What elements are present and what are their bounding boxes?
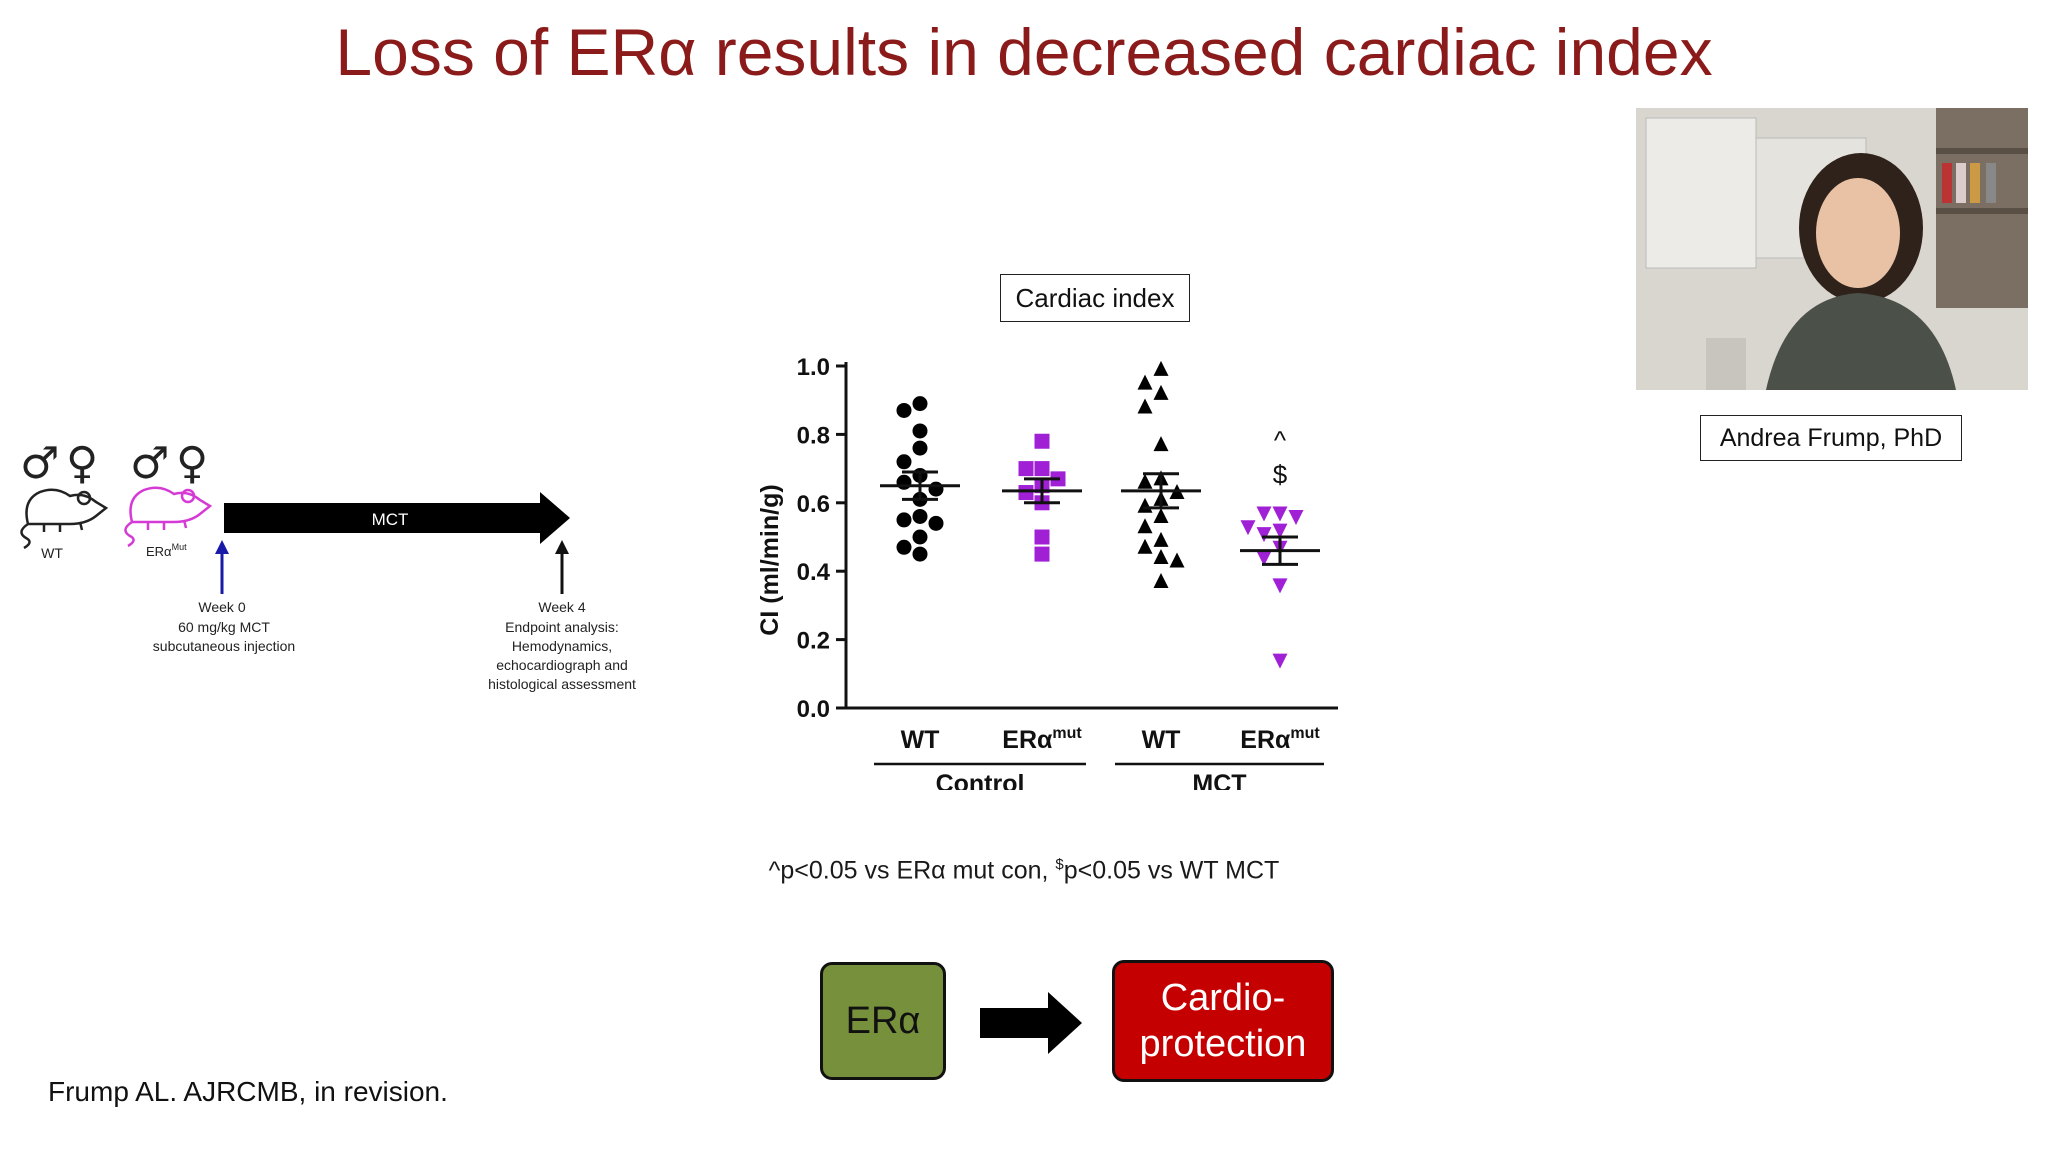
era-box: ERα: [820, 962, 946, 1080]
week4-arrowhead: [555, 540, 569, 554]
data-point-triangle-down: [1288, 509, 1304, 525]
footnote-part-2: p<0.05 vs WT MCT: [1063, 856, 1280, 885]
data-point-triangle-up: [1137, 473, 1153, 489]
flow-arrow-icon: [980, 992, 1082, 1054]
group-label: Control: [936, 770, 1025, 790]
x-category-label: ERαmut: [1002, 725, 1082, 754]
data-point-circle: [896, 512, 912, 528]
y-tick-label: 0.0: [797, 696, 830, 723]
male-symbol-mut: ♂: [130, 440, 169, 489]
week4-line-3: echocardiograph and: [496, 657, 628, 673]
data-point-triangle-up: [1137, 374, 1153, 390]
speaker-video-thumbnail: [1636, 108, 2028, 390]
y-tick-label: 0.8: [797, 422, 830, 449]
y-tick-label: 0.6: [797, 491, 830, 518]
data-point-circle: [928, 481, 944, 497]
significance-annotation: ^: [1274, 425, 1287, 455]
female-symbol-mut: ♀: [176, 440, 208, 489]
mct-label: MCT: [372, 510, 409, 529]
data-point-circle: [896, 454, 912, 470]
data-point-circle: [896, 402, 912, 418]
data-point-circle: [912, 440, 928, 456]
data-point-triangle-down: [1272, 506, 1288, 522]
week4-title: Week 4: [538, 599, 585, 615]
mouse-wt-icon: [20, 488, 109, 550]
mouse-mutant-icon: [124, 486, 213, 548]
data-point-circle: [928, 515, 944, 531]
female-symbol-wt: ♀: [66, 440, 98, 489]
speaker-photo-illustration: [1636, 108, 2028, 390]
data-point-square: [1034, 546, 1050, 562]
data-point-triangle-up: [1153, 572, 1169, 588]
week0-line-2: subcutaneous injection: [153, 638, 295, 654]
y-axis-label: CI (ml/min/g): [756, 484, 784, 635]
data-point-triangle-up: [1153, 531, 1169, 547]
y-tick-label: 0.2: [797, 628, 830, 655]
data-point-triangle-up: [1137, 518, 1153, 534]
cardioprotection-line-2: protection: [1139, 1023, 1307, 1065]
data-point-circle: [912, 508, 928, 524]
slide-title: Loss of ERα results in decreased cardiac…: [335, 15, 1713, 89]
week4-line-1: Endpoint analysis:: [505, 619, 619, 635]
mouse-wt-label: WT: [41, 545, 63, 561]
group-label: MCT: [1192, 770, 1246, 790]
data-point-triangle-down: [1256, 551, 1272, 567]
data-point-triangle-down: [1272, 523, 1288, 539]
data-point-triangle-up: [1153, 360, 1169, 376]
week0-title: Week 0: [198, 599, 245, 615]
data-point-circle: [912, 529, 928, 545]
data-point-triangle-up: [1153, 507, 1169, 523]
data-point-square: [1018, 461, 1034, 477]
week0-line-1: 60 mg/kg MCT: [178, 619, 270, 635]
data-point-square: [1034, 529, 1050, 545]
speaker-name-label: Andrea Frump, PhD: [1700, 415, 1962, 461]
chart-title: Cardiac index: [1000, 274, 1190, 322]
mouse-mutant-label: ERαMut: [146, 542, 187, 559]
week0-arrowhead: [215, 540, 229, 554]
data-point-circle: [912, 546, 928, 562]
footnote-sup: $: [1055, 856, 1064, 873]
data-point-square: [1034, 461, 1050, 477]
data-point-square: [1018, 485, 1034, 501]
data-point-square: [1034, 433, 1050, 449]
data-point-circle: [896, 474, 912, 490]
mct-treatment-arrow: [224, 492, 570, 544]
week4-line-4: histological assessment: [488, 676, 636, 692]
significance-annotation: $: [1273, 459, 1288, 489]
y-tick-label: 0.4: [797, 559, 831, 586]
data-point-triangle-up: [1169, 552, 1185, 568]
data-point-triangle-down: [1240, 520, 1256, 536]
x-category-label: WT: [1142, 726, 1181, 754]
significance-footnote: ^p<0.05 vs ERα mut con, $p<0.05 vs WT MC…: [0, 856, 2048, 885]
citation: Frump AL. AJRCMB, in revision.: [48, 1076, 448, 1107]
y-tick-label: 1.0: [797, 354, 830, 381]
cardiac-index-chart: 0.0 0.2 0.4 0.6 0.8 1.0 WT ERαmut WT ERαmut Contro…: [756, 354, 1338, 790]
data-point-triangle-up: [1153, 384, 1169, 400]
data-point-triangle-down: [1272, 653, 1288, 669]
cardioprotection-box: Cardio- protection: [1112, 960, 1334, 1082]
data-point-triangle-up: [1137, 398, 1153, 414]
week4-line-2: Hemodynamics,: [512, 638, 612, 654]
data-point-circle: [896, 539, 912, 555]
experimental-schematic: ♂ ♀ ♂ ♀ WT ERαMut MCT Week 0 60 mg/kg MC…: [20, 440, 636, 692]
data-point-triangle-up: [1137, 497, 1153, 513]
data-point-triangle-down: [1272, 578, 1288, 594]
data-point-triangle-down: [1256, 527, 1272, 543]
data-point-triangle-up: [1153, 549, 1169, 565]
cardioprotection-line-1: Cardio-: [1160, 977, 1286, 1019]
data-point-triangle-up: [1153, 436, 1169, 452]
data-point-circle: [912, 396, 928, 412]
data-point-triangle-up: [1137, 538, 1153, 554]
data-point-triangle-down: [1256, 506, 1272, 522]
x-category-label: ERαmut: [1240, 725, 1320, 754]
data-point-circle: [912, 423, 928, 439]
x-category-label: WT: [901, 726, 940, 754]
male-symbol-wt: ♂: [20, 440, 59, 489]
footnote-part-1: ^p<0.05 vs ERα mut con,: [768, 856, 1056, 885]
